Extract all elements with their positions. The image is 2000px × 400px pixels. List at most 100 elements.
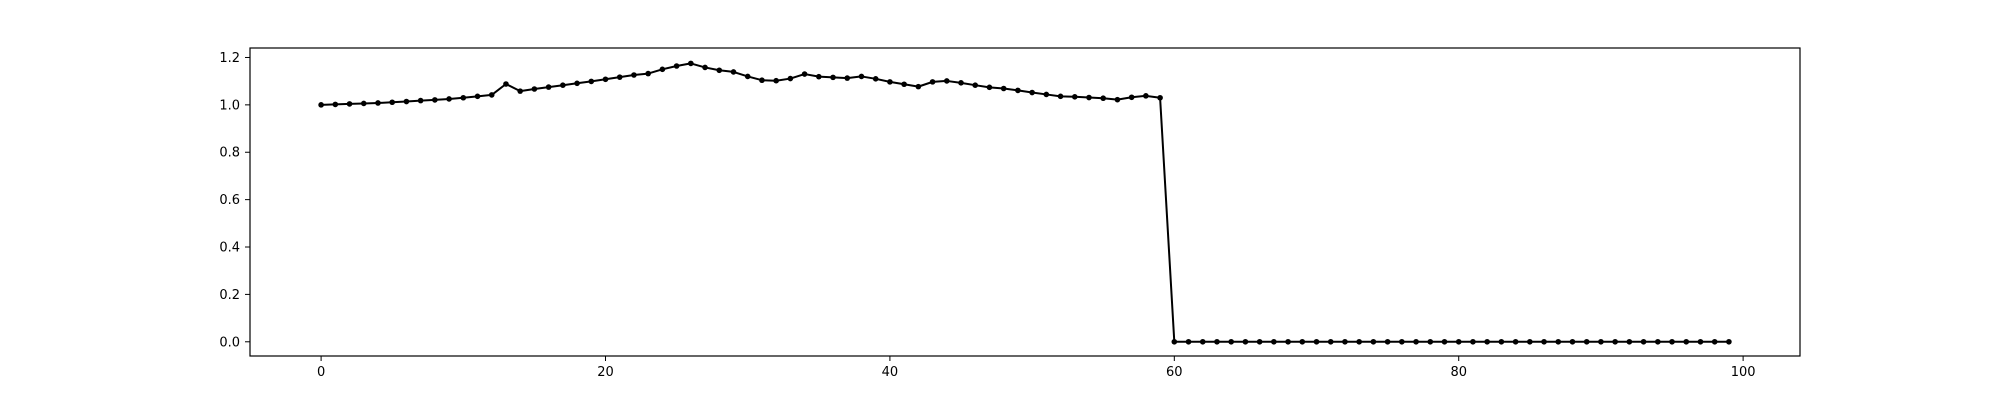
data-point [1199,338,1206,345]
data-point [560,82,566,88]
data-point [673,63,680,69]
data-point [943,78,950,84]
data-point [1015,87,1021,94]
y-tick-label: 0.8 [219,146,240,161]
data-point [503,81,509,87]
data-point [773,77,779,84]
y-tick-label: 0.0 [219,335,240,350]
data-point [1427,338,1434,345]
data-point [1285,338,1291,345]
data-point [474,93,481,100]
data-point [432,97,438,103]
data-point [1271,338,1277,345]
data-point [1626,338,1633,345]
data-point [545,84,552,90]
y-tick-label: 1.2 [219,51,240,66]
data-point [1726,338,1732,345]
data-point [1242,338,1249,345]
data-point [1214,338,1220,345]
x-tick-label: 20 [597,365,614,380]
data-point [488,92,495,98]
data-point [730,69,737,75]
x-tick-label: 0 [317,365,325,380]
data-point [631,72,637,78]
data-point [346,101,353,107]
data-point [588,78,595,85]
x-tick-label: 60 [1166,365,1183,380]
data-point [1128,94,1135,101]
data-point [1655,338,1661,345]
data-point [1527,338,1533,345]
data-point [531,86,538,92]
data-point [1342,338,1348,345]
data-point [1313,338,1320,345]
data-point [1441,338,1448,345]
data-point [958,80,964,86]
data-point [318,102,324,108]
data-point [1569,338,1576,345]
data-point [844,75,851,81]
y-tick-label: 0.4 [219,241,240,256]
data-point [1697,338,1704,345]
data-point [375,100,381,106]
series-layer [318,60,1732,345]
data-point [1711,338,1718,345]
data-point [446,96,452,102]
data-point [1470,338,1476,345]
data-point [1114,96,1121,103]
data-point [1399,338,1405,345]
data-point [403,98,410,105]
data-point [1498,338,1505,345]
data-point [1327,338,1334,345]
data-point [1071,94,1078,100]
data-point [1057,93,1064,100]
data-point [417,97,424,104]
data-point [872,76,879,82]
data-point [801,71,808,77]
data-point [645,70,651,77]
data-point [1143,93,1149,99]
data-point [332,101,339,108]
series-line [321,62,1729,343]
x-tick-label: 80 [1450,365,1467,380]
data-point [389,99,396,106]
data-point [1598,338,1604,345]
data-point [1185,338,1192,345]
data-point [744,73,751,80]
data-point [1029,89,1035,96]
y-tick-label: 0.6 [219,193,240,208]
data-point [1356,338,1362,345]
data-point [574,80,580,87]
y-tick-label: 0.2 [219,288,240,303]
plot-frame [249,47,1801,357]
data-point [460,94,467,101]
data-point [1640,338,1647,345]
data-point [972,82,979,88]
data-point [602,76,609,83]
data-point [1455,338,1462,345]
data-point [1370,338,1377,345]
data-point [360,100,367,107]
data-point [830,74,836,81]
data-point [1299,338,1306,345]
data-point [1555,338,1562,345]
x-tick-label: 40 [882,365,899,380]
data-point [1043,91,1050,98]
data-point [1000,85,1007,92]
data-point [1228,338,1234,345]
data-point [1612,338,1618,345]
data-point [1086,94,1092,101]
data-point [816,73,822,80]
data-point [517,88,523,94]
data-point [901,81,907,88]
data-point [1384,338,1391,345]
data-point [659,66,666,73]
data-point [1683,338,1690,345]
data-point [986,84,993,91]
data-point [858,73,865,80]
y-tick-label: 1.0 [219,98,240,113]
data-point [759,77,765,84]
data-point [716,67,723,74]
